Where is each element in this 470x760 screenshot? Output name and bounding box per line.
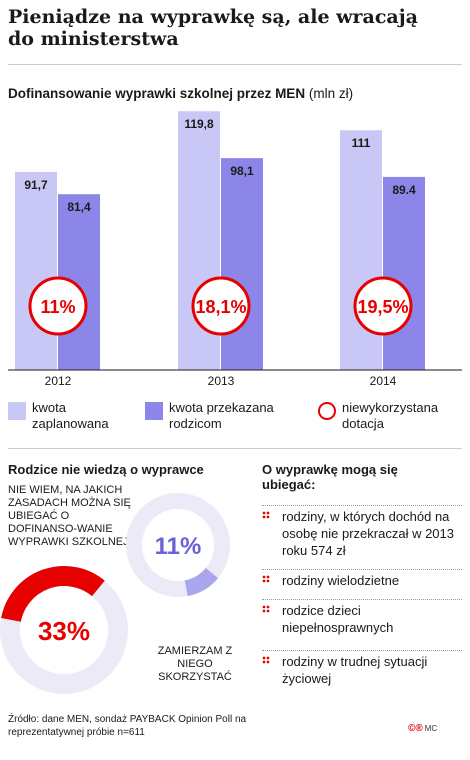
bar-transferred: [221, 158, 263, 370]
unused-circle: [191, 276, 251, 336]
legend-swatch-planned: [8, 402, 26, 420]
donut-title: Rodzice nie wiedzą o wyprawce: [8, 462, 204, 477]
donut-value-unaware: 33%: [38, 616, 90, 646]
bar-chart-unit: (mln zł): [308, 86, 354, 101]
bullet-icon: [262, 605, 270, 613]
bar-value-label: 81,4: [67, 200, 91, 214]
list-item-text: rodziny w trudnej sytuacji życiowej: [282, 654, 428, 686]
bullet-icon: [262, 575, 270, 583]
list-item: rodzice dzieci niepełnosprawnych: [262, 599, 462, 636]
donut-track: [126, 493, 230, 597]
donut-slice-intend: [184, 567, 219, 597]
bar-value-label: 98,1: [230, 164, 254, 178]
bullet-icon: [262, 511, 270, 519]
legend-label-transferred: kwota przekazana rodzicom: [169, 400, 274, 431]
unused-circle: [28, 276, 88, 336]
bullet-icon: [262, 656, 270, 664]
bar-chart: 91,7 81,4 11% 2012 119,8 98,1 18,1% 2013 111 89.4…: [8, 111, 462, 388]
legend-circle-unused: [318, 402, 336, 420]
legend-swatch-transferred: [145, 402, 163, 420]
x-tick-label: 2014: [370, 374, 397, 388]
bar-value-label: 91,7: [24, 178, 48, 192]
legend-label-planned: kwota zaplanowana: [32, 400, 109, 431]
list-item: rodziny wielodzietne: [262, 569, 462, 589]
bar-planned: [15, 171, 57, 370]
legend-label-unused: niewykorzystana dotacja: [342, 400, 439, 431]
donut-slice-unaware: [1, 566, 105, 623]
bar-transferred: [383, 176, 425, 370]
unused-share-label: 19,5%: [357, 297, 408, 317]
unused-share-label: 11%: [40, 297, 75, 317]
unused-circle: [353, 276, 413, 336]
donut-value-intend: 11%: [155, 533, 202, 560]
bar-value-label: 89.4: [392, 183, 416, 197]
unused-share-label: 18,1%: [195, 297, 246, 317]
source-note: Źródło: dane MEN, sondaż PAYBACK Opinion…: [8, 714, 247, 738]
bar-value-label: 111: [352, 136, 371, 150]
publisher-logo: ©® MC: [408, 723, 437, 734]
donut-track: [0, 566, 128, 694]
bar-value-label: 119,8: [184, 117, 214, 131]
list-item: rodziny, w których dochód na osobę nie p…: [262, 505, 462, 559]
bar-chart-title-text: Dofinansowanie wyprawki szkolnej przez M…: [8, 86, 306, 101]
page-title: Pieniądze na wyprawkę są, ale wracają do…: [8, 6, 418, 50]
list-item-text: rodziny, w których dochód na osobę nie p…: [282, 509, 454, 558]
section-divider: [8, 448, 462, 449]
list-item-text: rodziny wielodzietne: [282, 573, 400, 588]
eligibility-title: O wyprawkę mogą się ubiegać:: [262, 462, 398, 492]
bar-chart-title: Dofinansowanie wyprawki szkolnej przez M…: [8, 86, 353, 101]
x-tick-label: 2013: [208, 374, 235, 388]
title-divider: [8, 64, 462, 65]
donut-label-intend: ZAMIERZAM Z NIEGO SKORZYSTAĆ: [157, 645, 233, 683]
logo-text: MC: [424, 724, 438, 733]
list-item-text: rodzice dzieci niepełnosprawnych: [282, 603, 394, 635]
list-item: rodziny w trudnej sytuacji życiowej: [262, 650, 462, 687]
x-tick-label: 2012: [45, 374, 72, 388]
logo-icon: ©®: [408, 723, 423, 734]
donut-label-unaware: NIE WIEM, NA JAKICH ZASADACH MOŻNA SIĘ U…: [8, 484, 131, 548]
